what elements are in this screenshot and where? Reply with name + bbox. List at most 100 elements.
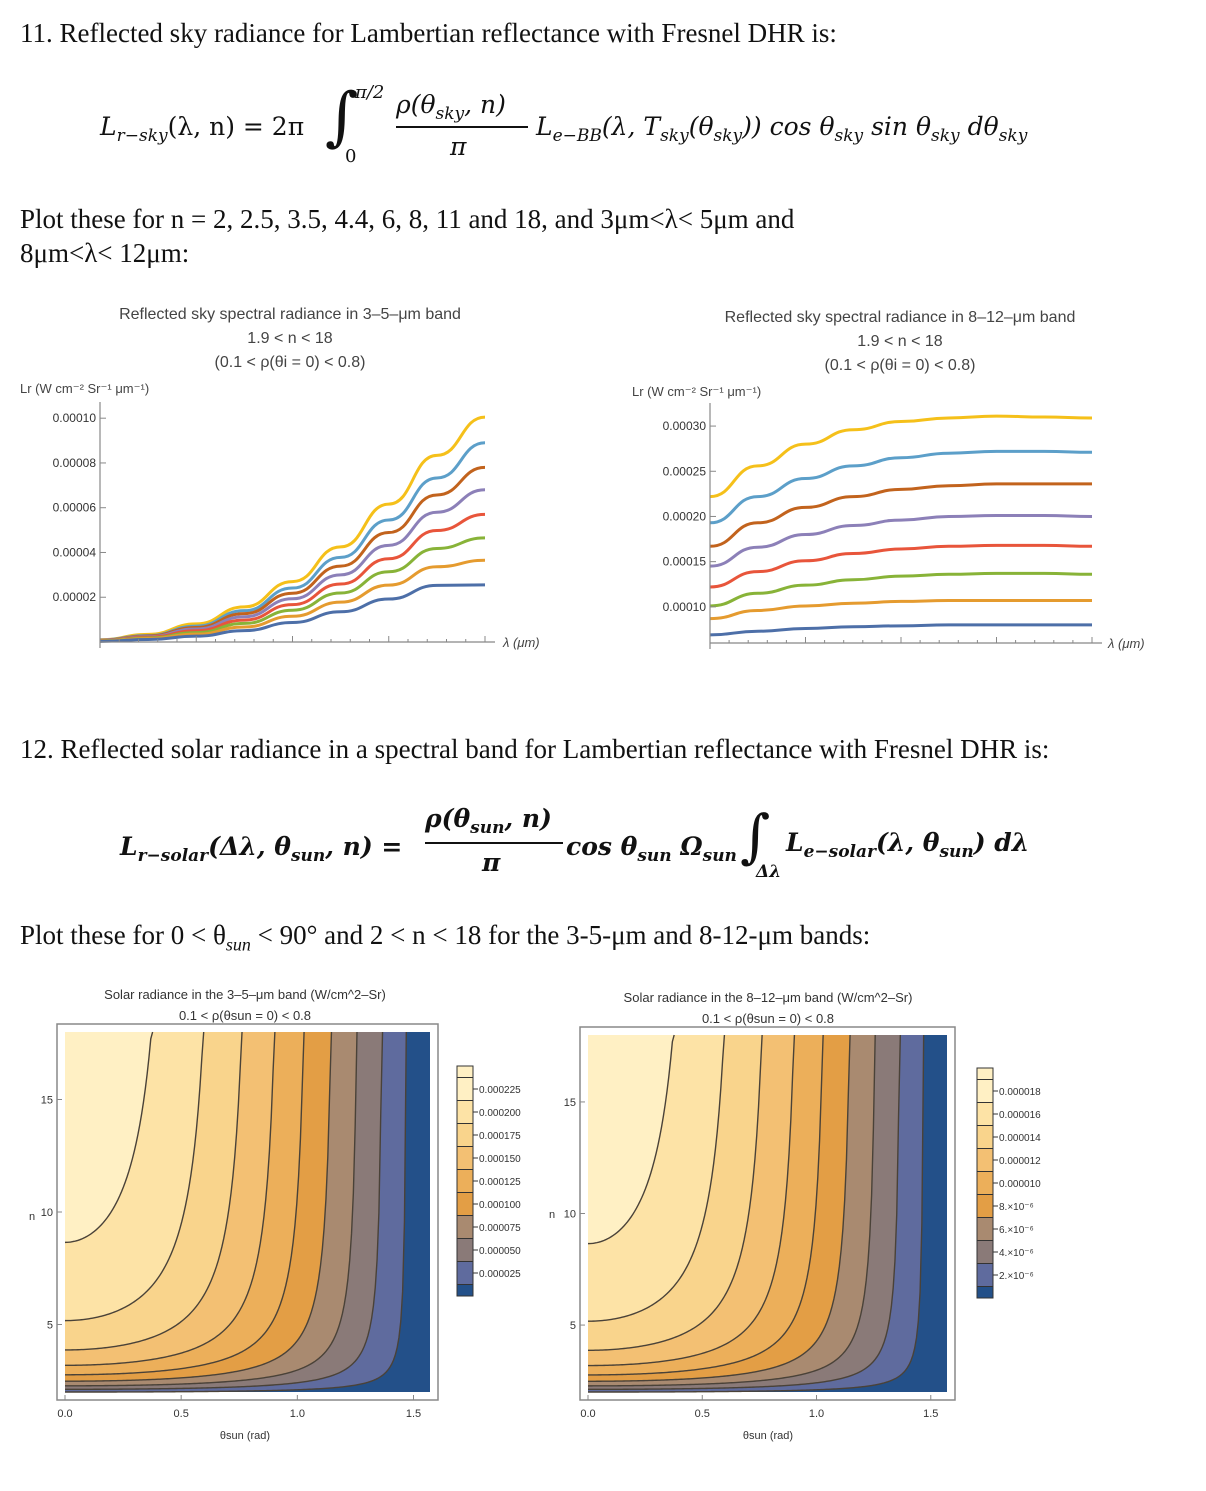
series-line xyxy=(709,623,1092,637)
legend-swatch xyxy=(976,1263,994,1287)
chart-title: Solar radiance in the 8–12–μm band (W/cm… xyxy=(624,990,913,1005)
legend-swatch xyxy=(456,1077,474,1101)
legend-label: 0.000225 xyxy=(479,1085,521,1096)
x-tick-label: 0.0 xyxy=(57,1408,72,1420)
legend-swatch xyxy=(456,1261,474,1285)
legend-swatch xyxy=(456,1169,474,1193)
chart-subtitle: 0.1 < ρ(θsun = 0) < 0.8 xyxy=(179,1008,311,1023)
series-line xyxy=(99,415,486,642)
contour-line xyxy=(64,1031,358,1387)
y-axis-label: n xyxy=(549,1209,555,1221)
y-tick-label: 10 xyxy=(41,1207,53,1219)
legend-swatch xyxy=(456,1238,474,1262)
x-tick-label: 0.5 xyxy=(695,1408,710,1420)
contour-line xyxy=(587,1034,851,1382)
y-tick-label: 15 xyxy=(564,1097,576,1109)
contour-line xyxy=(588,1034,902,1391)
legend-label: 0.000012 xyxy=(999,1156,1041,1167)
y-tick-label: 0.00010 xyxy=(53,411,97,425)
series-line xyxy=(709,543,1093,589)
chart-title: Reflected sky spectral radiance in 3–5–μ… xyxy=(119,306,461,323)
y-axis-label: Lr (W cm⁻² Sr⁻¹ μm⁻¹) xyxy=(20,381,149,396)
legend-label: 0.000016 xyxy=(999,1110,1041,1121)
y-tick-label: 0.00030 xyxy=(663,419,707,433)
contour-line xyxy=(587,1034,675,1245)
legend-swatch xyxy=(976,1286,994,1299)
legend-label: 6.×10⁻⁶ xyxy=(999,1225,1034,1236)
x-tick-label: 0.0 xyxy=(580,1408,595,1420)
contour-line xyxy=(65,1031,384,1391)
contour-line xyxy=(588,1034,925,1393)
x-axis-label: λ (μm) xyxy=(1107,636,1145,651)
legend-swatch xyxy=(456,1284,474,1297)
legend-label: 8.×10⁻⁶ xyxy=(999,1202,1034,1213)
x-axis-label: θsun (rad) xyxy=(220,1430,270,1442)
legend-label: 0.000150 xyxy=(479,1154,521,1165)
y-tick-label: 0.00004 xyxy=(53,545,97,559)
contour-line xyxy=(587,1034,726,1322)
series-line xyxy=(709,599,1092,621)
chart-subtitle: (0.1 < ρ(θi = 0) < 0.8) xyxy=(215,354,366,371)
y-tick-label: 0.00025 xyxy=(663,464,707,478)
y-tick-label: 0.00010 xyxy=(663,600,707,614)
chart-subtitle: 1.9 < n < 18 xyxy=(857,333,943,350)
x-tick-label: 0.5 xyxy=(174,1408,189,1420)
contour-line xyxy=(64,1031,205,1322)
legend-label: 0.000050 xyxy=(479,1246,521,1257)
legend-label: 0.000175 xyxy=(479,1131,521,1142)
contour-line xyxy=(64,1031,305,1376)
contour-line xyxy=(587,1034,824,1376)
contour-line xyxy=(65,1031,407,1393)
legend-label: 4.×10⁻⁶ xyxy=(999,1248,1034,1259)
contour-region xyxy=(588,1035,675,1244)
legend-label: 0.000125 xyxy=(479,1177,521,1188)
chart-subtitle: 0.1 < ρ(θsun = 0) < 0.8 xyxy=(702,1011,834,1026)
legend-label: 0.000014 xyxy=(999,1133,1041,1144)
legend-swatch xyxy=(976,1125,994,1149)
series-line xyxy=(709,414,1093,499)
series-line xyxy=(99,558,486,643)
contour-line xyxy=(64,1031,276,1367)
q11-instruction: Plot these for n = 2, 2.5, 3.5, 4.4, 6, … xyxy=(20,204,795,268)
legend-swatch xyxy=(976,1148,994,1172)
series-line xyxy=(709,571,1093,608)
y-axis-label: n xyxy=(29,1211,35,1223)
legend-swatch xyxy=(976,1240,994,1264)
q12-heading: 12. Reflected solar radiance in a spectr… xyxy=(20,734,1050,764)
legend-label: 0.000025 xyxy=(479,1269,521,1280)
x-axis-label: λ (μm) xyxy=(502,635,540,650)
legend-swatch xyxy=(456,1065,474,1078)
chart-subtitle: 1.9 < n < 18 xyxy=(247,330,333,347)
legend-swatch xyxy=(976,1217,994,1241)
legend-label: 0.000075 xyxy=(479,1223,521,1234)
y-tick-label: 0.00002 xyxy=(53,590,97,604)
legend-label: 0.000200 xyxy=(479,1108,521,1119)
legend-label: 0.000100 xyxy=(479,1200,521,1211)
solar-radiance-3-5-contour: Solar radiance in the 3–5–μm band (W/cm^… xyxy=(29,987,521,1442)
series-line xyxy=(99,488,486,642)
contour-line xyxy=(587,1034,796,1367)
x-tick-label: 1.0 xyxy=(809,1408,824,1420)
contour-region xyxy=(65,1032,153,1243)
legend-swatch xyxy=(456,1192,474,1216)
series-line xyxy=(709,482,1092,548)
y-tick-label: 0.00008 xyxy=(53,456,97,470)
chart-subtitle: (0.1 < ρ(θi = 0) < 0.8) xyxy=(825,357,976,374)
y-tick-label: 15 xyxy=(41,1095,53,1107)
contour-line xyxy=(587,1034,763,1352)
series-line xyxy=(99,583,486,643)
x-tick-label: 1.5 xyxy=(923,1408,938,1420)
series-line xyxy=(99,465,486,642)
legend-swatch xyxy=(976,1171,994,1195)
chart-title: Solar radiance in the 3–5–μm band (W/cm^… xyxy=(104,987,386,1002)
y-tick-label: 0.00020 xyxy=(663,509,707,523)
legend-label: 0.000018 xyxy=(999,1087,1041,1098)
legend-swatch xyxy=(456,1146,474,1170)
series-line xyxy=(709,449,1093,525)
x-axis-label: θsun (rad) xyxy=(743,1430,793,1442)
legend-swatch xyxy=(456,1215,474,1239)
contour-line xyxy=(588,1034,876,1387)
sky-radiance-8-12-chart: Reflected sky spectral radiance in 8–12–… xyxy=(632,309,1145,651)
legend-label: 2.×10⁻⁶ xyxy=(999,1271,1034,1282)
chart-title: Reflected sky spectral radiance in 8–12–… xyxy=(725,309,1076,326)
